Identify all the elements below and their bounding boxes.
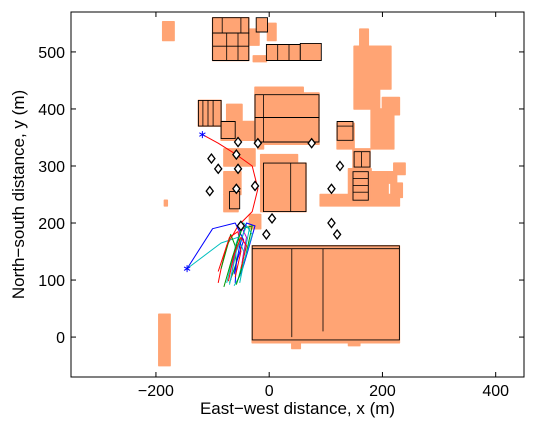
waypoint-diamond-marker [232,149,241,161]
trajectory-line [186,236,245,287]
building-outline [254,117,320,143]
waypoint-diamond-marker [205,185,215,197]
building-footprint [390,182,404,199]
building-outline [263,162,307,213]
building-outline [212,17,250,34]
y-axis-label: North−south distance, y (m) [9,90,28,299]
x-axis-label: East−west distance, x (m) [200,399,395,418]
start-asterisk-marker [199,131,206,139]
y-tick-label: 200 [38,216,65,233]
waypoint-diamond-marker [253,137,263,149]
building-outline [229,191,241,210]
building-footprint [259,153,299,164]
plot-area [158,16,406,367]
building-footprint [254,86,304,94]
trajectory-line [229,225,253,285]
start-asterisk-marker [183,265,191,273]
waypoint-diamond-marker [233,163,243,175]
x-tick-label: 200 [369,383,396,400]
building-footprint [161,20,175,42]
waypoint-diamond-marker [213,163,223,175]
waypoint-diamond-marker [327,217,336,229]
building-outline [353,151,371,168]
x-tick-label: 400 [482,383,509,400]
building-footprint [163,199,169,207]
y-tick-label: 100 [38,273,65,290]
waypoint-diamond-marker [233,136,243,148]
building-footprint [158,313,171,367]
building-outline [220,121,236,140]
x-tick-label: −200 [138,383,174,400]
y-tick-label: 500 [38,45,65,62]
building-footprint [225,103,243,122]
building-outline [336,121,354,141]
building-footprint [353,45,392,90]
waypoint-diamond-marker [307,137,316,149]
axes-frame [70,11,525,378]
waypoint-diamond-marker [232,183,241,195]
building-footprint [252,55,268,63]
waypoint-diamond-marker [262,228,271,240]
building-footprint [291,342,302,350]
y-tick-label: 400 [38,102,65,119]
waypoint-diamond-marker [250,180,260,192]
building-footprint [347,339,361,347]
building-footprint [387,170,398,184]
waypoint-diamond-marker [332,228,342,240]
building-footprint [353,88,381,110]
y-tick-label: 300 [38,159,65,176]
building-outline [352,171,369,201]
y-tick-label: 0 [56,330,65,347]
waypoint-diamond-marker [267,212,277,225]
waypoint-diamond-marker [236,220,246,232]
building-outline [265,44,301,61]
trajectory-line [227,236,247,282]
building-outline [251,245,400,341]
building-outline [254,94,320,118]
waypoint-diamond-marker [335,160,345,172]
x-tick-label: 0 [265,383,274,400]
waypoint-diamond-marker [327,183,336,195]
building-outline [299,42,322,61]
trajectory-line [217,231,242,278]
building-outline [255,17,268,33]
building-footprint [370,170,389,201]
building-footprint [370,108,395,150]
building-footprint [266,22,277,42]
building-outline [212,32,250,61]
building-outline [197,99,222,127]
trajectory-line [233,222,256,275]
waypoint-diamond-marker [207,153,216,165]
axis-ticks: −200 0 200 400 0 100 200 300 400 500 [38,12,524,400]
